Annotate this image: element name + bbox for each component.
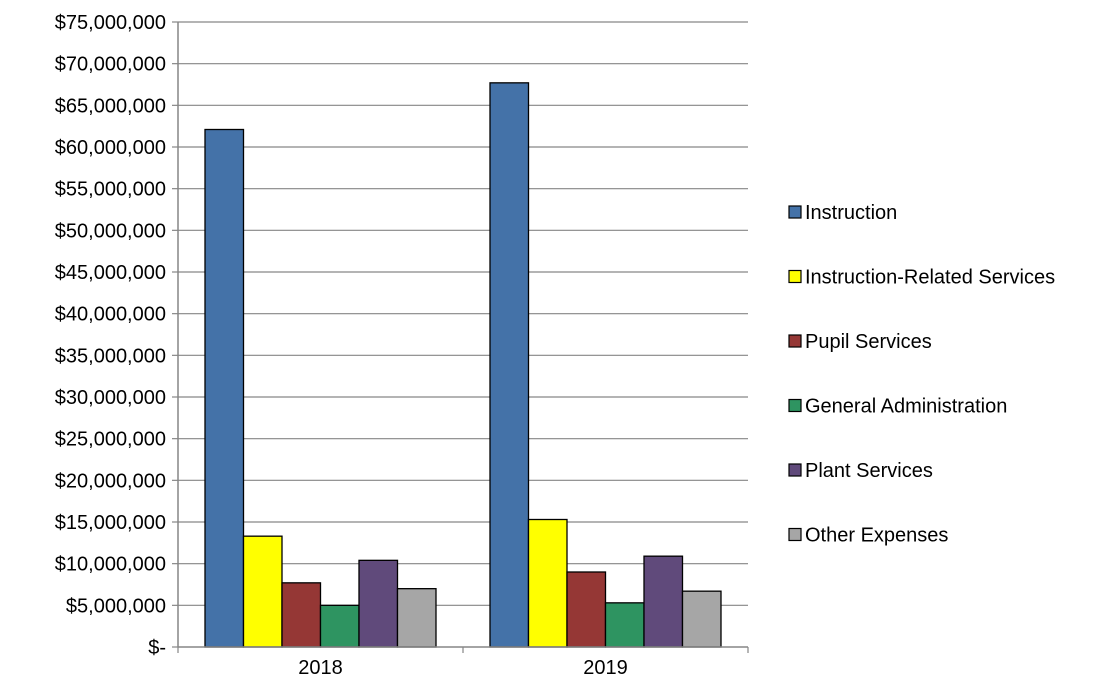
y-tick-label: $65,000,000: [55, 95, 166, 117]
bar-plant-services-2019: [643, 555, 684, 648]
y-tick-label: $50,000,000: [55, 220, 166, 242]
y-tick-label: $10,000,000: [55, 554, 166, 576]
legend-label: Plant Services: [805, 460, 933, 482]
legend-label: General Administration: [805, 396, 1007, 418]
bar-other-expenses-2019: [681, 590, 722, 648]
y-tick-label: $5,000,000: [66, 595, 166, 617]
y-tick-label: $-: [148, 637, 166, 659]
y-tick-label: $70,000,000: [55, 54, 166, 76]
bar-pupil-services-2019: [566, 571, 607, 648]
legend-swatch: [788, 334, 802, 348]
bar-general-administration-2019: [604, 602, 645, 648]
bar-instruction-2019: [489, 82, 530, 648]
bar-instruction-related-services-2019: [527, 518, 568, 648]
y-axis-ticks: $- $5,000,000 $10,000,000 $15,000,000 $20,00…: [55, 12, 178, 659]
y-tick-label: $75,000,000: [55, 12, 166, 34]
x-axis-ticks: 2018 2019: [177, 647, 749, 679]
legend: Instruction Instruction-Related Services P…: [788, 202, 1055, 547]
legend-label: Instruction: [805, 202, 897, 224]
legend-label: Other Expenses: [805, 525, 948, 547]
bar-plant-services-2018: [358, 559, 399, 648]
legend-label: Pupil Services: [805, 331, 932, 353]
bar-general-administration-2018: [319, 604, 360, 648]
gridlines: [178, 21, 748, 606]
y-tick-label: $35,000,000: [55, 345, 166, 367]
legend-swatch: [788, 398, 802, 413]
bar-pupil-services-2018: [281, 582, 322, 648]
legend-swatch: [788, 269, 802, 284]
y-tick-label: $15,000,000: [55, 512, 166, 534]
y-tick-label: $20,000,000: [55, 470, 166, 492]
x-tick-label: 2018: [298, 657, 343, 679]
legend-label: Instruction-Related Services: [805, 267, 1055, 289]
y-tick-label: $60,000,000: [55, 137, 166, 159]
bar-instruction-2018: [204, 128, 245, 648]
legend-swatch: [788, 463, 802, 477]
y-tick-label: $40,000,000: [55, 304, 166, 326]
bars-group: [204, 82, 722, 648]
legend-swatch: [788, 527, 802, 542]
y-tick-label: $55,000,000: [55, 179, 166, 201]
y-tick-label: $25,000,000: [55, 429, 166, 451]
y-tick-label: $30,000,000: [55, 387, 166, 409]
bar-instruction-related-services-2018: [242, 535, 283, 648]
bar-other-expenses-2018: [396, 588, 437, 648]
legend-swatch: [788, 205, 802, 219]
y-tick-label: $45,000,000: [55, 262, 166, 284]
x-tick-label: 2019: [583, 657, 628, 679]
